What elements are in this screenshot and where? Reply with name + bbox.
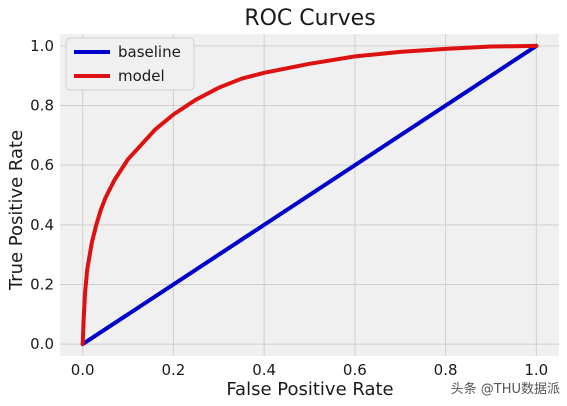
y-tick-label: 0.4	[30, 216, 54, 234]
series-line-model	[80, 43, 539, 347]
y-tick-label: 0.6	[30, 156, 54, 174]
tick-labels: 0.0 0.2 0.4 0.6 0.8 1.0 0.0 0.2 0.4 0.6 0.8 1.0	[30, 37, 548, 379]
series-line-baseline	[80, 43, 539, 347]
legend: baseline model	[65, 37, 195, 91]
chart-title: ROC Curves	[244, 6, 375, 31]
series-lines	[80, 43, 539, 347]
x-tick-label: 1.0	[524, 361, 548, 379]
y-axis-label: True Positive Rate	[6, 130, 27, 291]
x-tick-label: 0.8	[434, 361, 458, 379]
x-tick-label: 0.4	[252, 361, 276, 379]
grid	[60, 34, 559, 356]
x-tick-label: 0.6	[343, 361, 367, 379]
y-tick-label: 0.2	[30, 275, 54, 293]
y-tick-label: 0.8	[30, 97, 54, 115]
x-tick-label: 0.2	[161, 361, 185, 379]
legend-label-model: model	[118, 67, 165, 85]
y-tick-label: 0.0	[30, 335, 54, 353]
y-tick-label: 1.0	[30, 37, 54, 55]
watermark-text: 头条 @THU数据派	[451, 381, 560, 397]
x-tick-label: 0.0	[71, 361, 95, 379]
legend-label-baseline: baseline	[118, 43, 181, 61]
x-axis-label: False Positive Rate	[226, 379, 393, 400]
